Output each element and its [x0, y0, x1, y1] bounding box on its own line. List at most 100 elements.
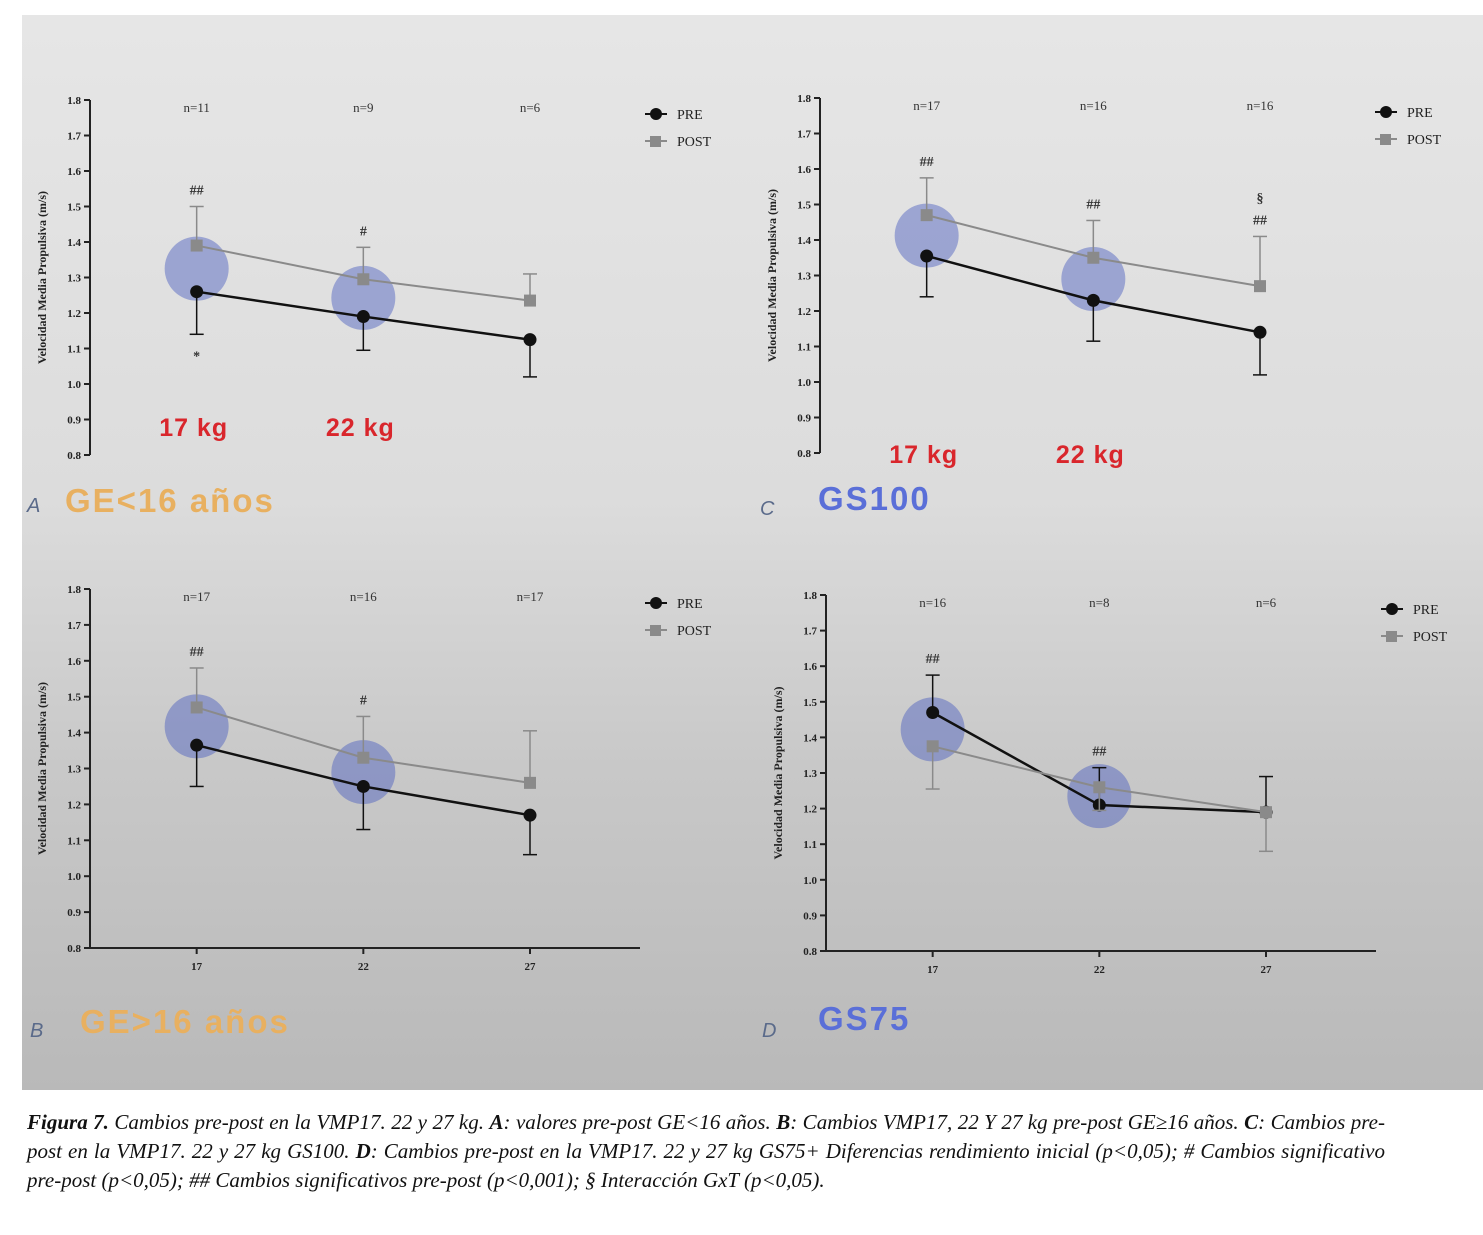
y-tick-label: 1.5 [803, 697, 817, 709]
panel-title: GS100 [818, 480, 931, 517]
y-tick-label: 1.7 [67, 620, 81, 632]
y-tick-label: 1.6 [803, 661, 817, 673]
caption-text: C [1244, 1110, 1259, 1134]
error-bar [356, 715, 371, 758]
y-axis-label: Velocidad Media Propulsiva (m/s) [765, 189, 779, 362]
kg-label: 17 kg [159, 414, 228, 442]
caption-text: B [776, 1110, 791, 1134]
point [190, 239, 203, 252]
point [356, 779, 370, 793]
y-tick-label: 1.8 [67, 95, 81, 107]
y-tick-label: 1.7 [67, 131, 81, 143]
point [357, 273, 370, 286]
y-tick-label: 1.3 [67, 764, 81, 776]
legend-label: PRE [1407, 106, 1433, 121]
y-tick-label: 0.8 [803, 946, 817, 958]
n-label: n=16 [1080, 98, 1107, 113]
y-tick-label: 1.3 [797, 271, 811, 283]
y-tick-label: 1.0 [803, 875, 817, 887]
annotation: ## [926, 652, 940, 667]
y-tick-label: 0.8 [797, 448, 811, 460]
y-tick-label: 1.1 [797, 342, 811, 354]
point [1093, 781, 1106, 794]
y-tick-label: 1.6 [797, 164, 811, 176]
y-tick-label: 1.1 [67, 344, 81, 356]
annotation: ## [1086, 197, 1100, 212]
x-tick-label: 27 [1261, 964, 1273, 976]
n-label: n=16 [350, 589, 377, 604]
n-label: n=17 [183, 589, 210, 604]
x-tick-label: 17 [191, 961, 203, 973]
error-bar [1253, 235, 1267, 287]
y-tick-label: 0.9 [67, 415, 81, 427]
point [1086, 293, 1100, 307]
legend-label: POST [677, 135, 712, 150]
y-tick-label: 1.5 [67, 202, 81, 214]
y-tick-label: 1.8 [67, 584, 81, 596]
point [523, 333, 537, 347]
caption-text: D [355, 1139, 371, 1163]
legend-marker [1380, 134, 1391, 145]
kg-label: 17 kg [889, 441, 958, 469]
point [356, 310, 370, 324]
n-label: n=17 [517, 589, 544, 604]
y-tick-label: 0.8 [67, 450, 81, 462]
legend-marker [650, 597, 662, 609]
panel-title: GS75 [818, 1000, 910, 1037]
point [926, 740, 939, 753]
y-axis-label: Velocidad Media Propulsiva (m/s) [35, 682, 49, 855]
n-label: n=6 [520, 100, 541, 115]
y-tick-label: 1.2 [67, 799, 81, 811]
x-tick-label: 17 [927, 964, 939, 976]
highlight [900, 697, 965, 762]
error-bar [1259, 812, 1273, 853]
caption-text: A [489, 1110, 504, 1134]
y-tick-label: 1.0 [67, 379, 81, 391]
point [920, 249, 934, 263]
x-tick-label: 22 [1094, 964, 1106, 976]
y-tick-label: 1.8 [803, 590, 817, 602]
chart-panel: 0.8 0.9 1.0 1.1 1.2 1.3 1.4 1.5 1.6 1.7 1.8 Velocid… [30, 584, 712, 1042]
caption-text: : valores pre-post GE<16 años. [503, 1110, 777, 1134]
error-bar [356, 786, 371, 831]
kg-label: 22 kg [326, 414, 395, 442]
point [1253, 325, 1267, 339]
error-bar [919, 255, 934, 298]
y-tick-label: 1.6 [67, 656, 81, 668]
n-label: n=16 [919, 595, 946, 610]
caption-text: Figura 7. [27, 1110, 109, 1134]
point [1260, 806, 1272, 819]
error-bar [1086, 219, 1101, 258]
point [524, 294, 536, 307]
legend-label: PRE [677, 597, 703, 612]
panel-title: GE>16 años [80, 1003, 290, 1040]
caption-text: : Cambios pre-post en la VMP17. 22 y 27 … [27, 1139, 1385, 1192]
chart-panel: 0.8 0.9 1.0 1.1 1.2 1.3 1.4 1.5 1.6 1.7 1.8 Velocid… [760, 93, 1442, 520]
y-tick-label: 1.3 [803, 768, 817, 780]
annotation: # [360, 224, 367, 239]
panel-title: GE<16 años [65, 482, 275, 519]
y-tick-label: 1.4 [803, 732, 817, 744]
y-tick-label: 1.4 [67, 728, 81, 740]
legend-label: PRE [1413, 603, 1439, 618]
n-label: n=16 [1247, 98, 1274, 113]
n-label: n=17 [913, 98, 940, 113]
highlight [164, 236, 229, 301]
error-bar [523, 730, 537, 783]
panel-letter: D [762, 1020, 776, 1042]
y-tick-label: 1.0 [67, 871, 81, 883]
caption-text: Cambios pre-post en la VMP17. 22 y 27 kg… [108, 1110, 490, 1134]
error-bar [189, 667, 204, 708]
legend-marker [1386, 603, 1398, 615]
kg-label: 22 kg [1056, 441, 1125, 469]
legend-marker [1380, 106, 1392, 118]
legend-marker [650, 625, 661, 636]
point [524, 776, 536, 789]
legend-label: POST [677, 624, 712, 639]
panel-letter: C [760, 498, 775, 520]
y-tick-label: 1.8 [797, 93, 811, 105]
point [190, 738, 204, 752]
point [1254, 280, 1266, 293]
y-tick-label: 1.2 [67, 308, 81, 320]
